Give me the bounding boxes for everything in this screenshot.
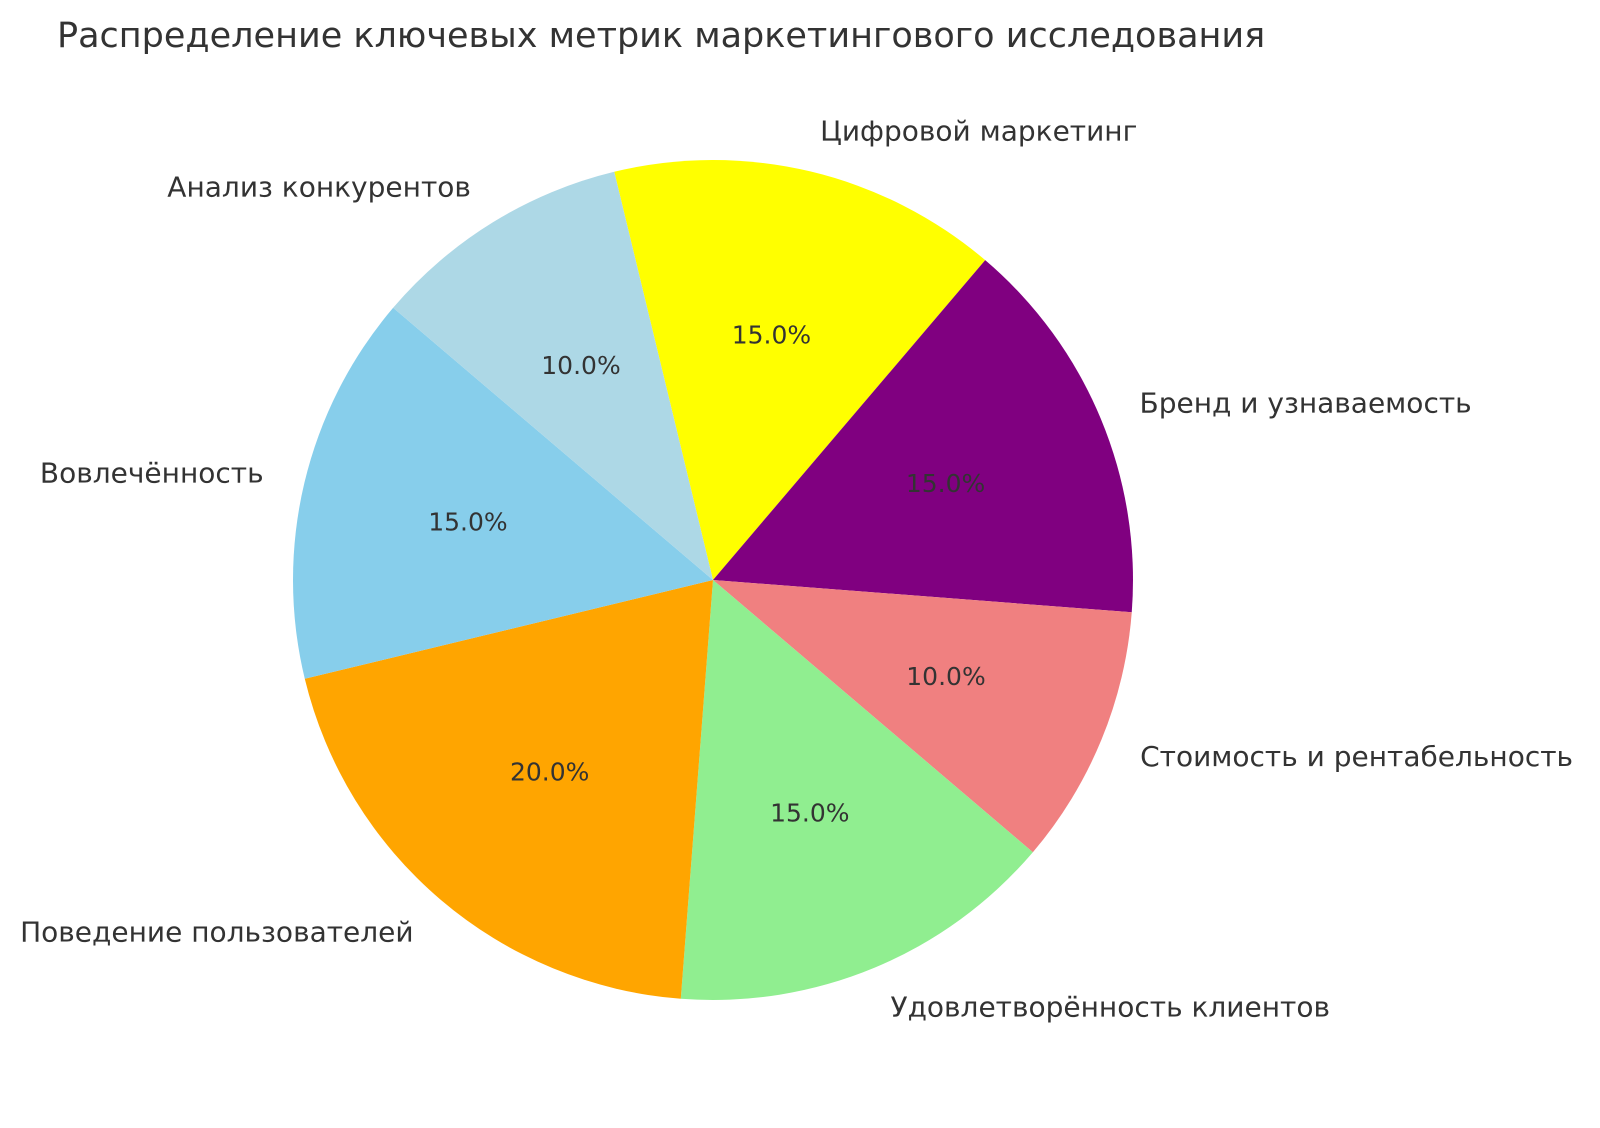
pie-slice-pct-4: 20.0% bbox=[510, 758, 589, 787]
pie-slice-5 bbox=[293, 307, 713, 679]
pie-slice-pct-0: 15.0% bbox=[732, 321, 811, 350]
pie-slice-pct-3: 15.0% bbox=[770, 798, 849, 827]
pie-slice-label-2: Стоимость и рентабельность bbox=[1140, 740, 1573, 773]
pie-slice-label-0: Цифровой маркетинг bbox=[820, 114, 1137, 147]
chart-title: Распределение ключевых метрик маркетинго… bbox=[57, 16, 1266, 56]
pie-slice-1 bbox=[713, 260, 1133, 613]
pie-slice-pct-2: 10.0% bbox=[906, 662, 985, 691]
pie-slice-label-1: Бренд и узнаваемость bbox=[1140, 386, 1472, 419]
pie-slice-label-4: Поведение пользователей bbox=[20, 916, 414, 949]
pie-slice-label-3: Удовлетворённость клиентов bbox=[891, 990, 1330, 1023]
pie-slice-2 bbox=[713, 580, 1132, 853]
pie-slice-0 bbox=[614, 160, 986, 580]
pie-slice-pct-1: 15.0% bbox=[906, 469, 985, 498]
pie-slice-pct-5: 15.0% bbox=[428, 507, 507, 536]
pie-slice-pct-6: 10.0% bbox=[541, 351, 620, 380]
pie-slice-label-6: Анализ конкурентов bbox=[167, 170, 471, 203]
pie-slice-label-5: Вовлечённость bbox=[40, 457, 264, 490]
pie-slice-4 bbox=[304, 580, 713, 999]
pie-slice-6 bbox=[393, 171, 713, 580]
pie-slice-3 bbox=[680, 580, 1033, 1000]
